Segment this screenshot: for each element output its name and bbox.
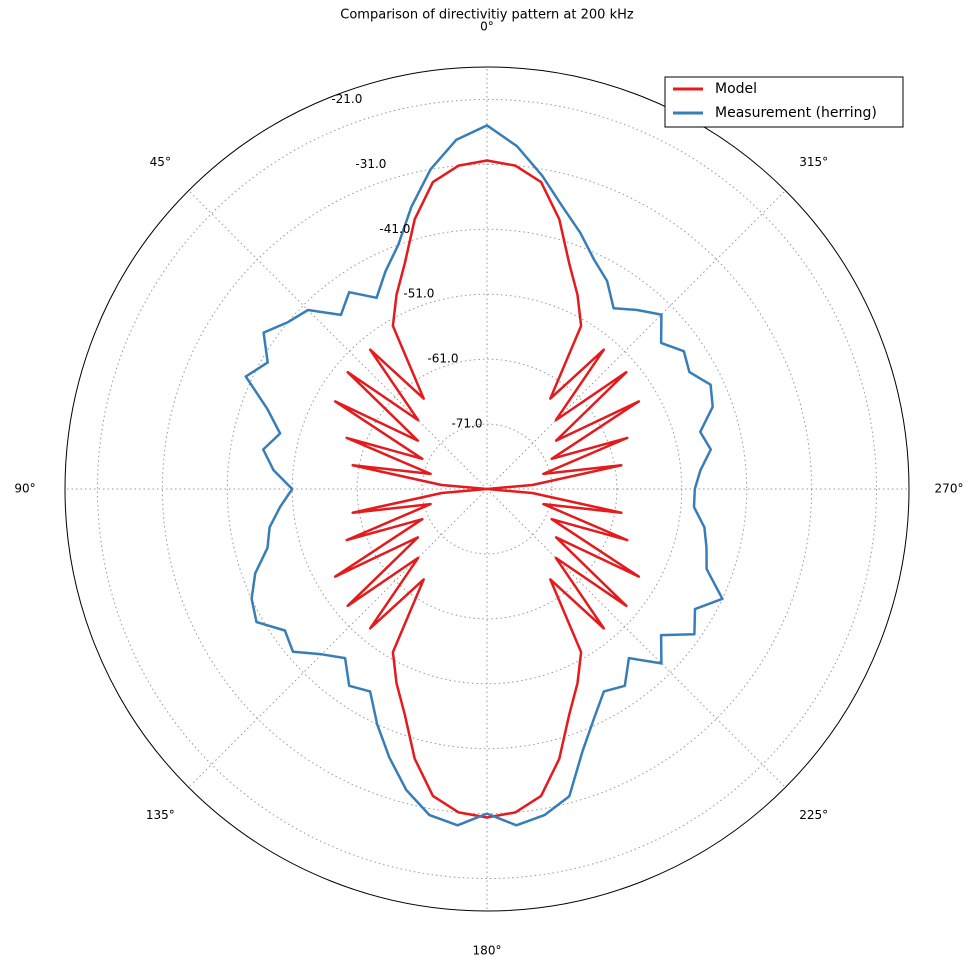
theta-tick-label: 0°	[480, 20, 494, 34]
legend: Model Measurement (herring)	[664, 76, 904, 128]
r-tick-label: -51.0	[403, 287, 434, 301]
grid-spoke	[188, 488, 488, 788]
legend-label: Measurement (herring)	[715, 105, 877, 121]
theta-tick-label: 315°	[799, 155, 828, 169]
grid-circle	[421, 423, 553, 555]
r-tick-label: -71.0	[451, 417, 482, 431]
grid-spoke	[486, 488, 786, 788]
grid-spoke	[486, 190, 786, 490]
theta-tick-label: 180°	[473, 944, 502, 958]
r-tick-label: -61.0	[427, 352, 458, 366]
r-tick-label: -31.0	[355, 157, 386, 171]
r-tick-label: -41.0	[379, 222, 410, 236]
theta-tick-label: 45°	[150, 155, 171, 169]
grid-circle	[356, 358, 618, 620]
theta-tick-label: 135°	[146, 808, 175, 822]
theta-tick-label: 90°	[14, 482, 35, 496]
chart-title: Comparison of directivitiy pattern at 20…	[340, 8, 634, 23]
grid-circle	[96, 98, 878, 880]
legend-label: Model	[715, 81, 757, 97]
grid-spoke	[188, 190, 488, 490]
series-line	[333, 159, 641, 819]
r-tick-label: -21.0	[331, 92, 362, 106]
theta-tick-label: 270°	[935, 482, 964, 496]
series-line	[244, 124, 724, 827]
plot-frame	[64, 66, 910, 912]
grid-circle	[226, 228, 748, 750]
theta-tick-label: 225°	[799, 808, 828, 822]
legend-box	[664, 76, 904, 128]
